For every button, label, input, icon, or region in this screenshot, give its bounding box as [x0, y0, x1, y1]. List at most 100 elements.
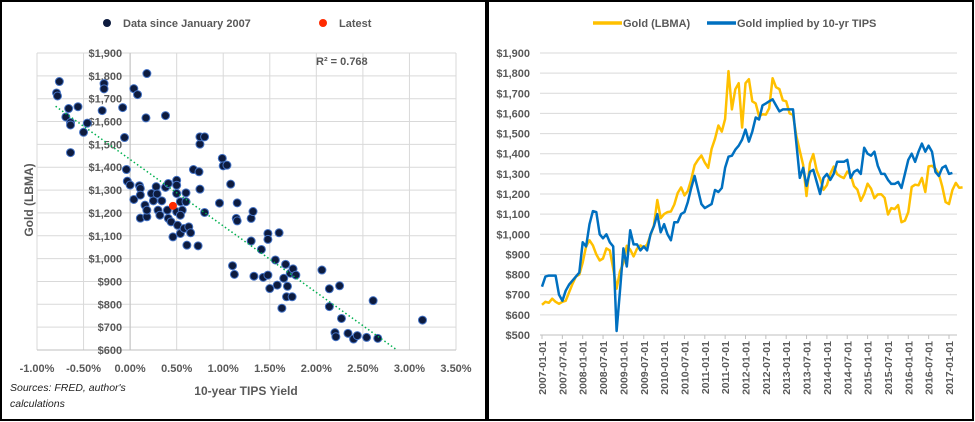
y-tick-label: $700 [506, 290, 530, 302]
legend-label-data: Data since January 2007 [123, 18, 251, 30]
data-point [129, 194, 139, 204]
x-tick-label: -1.00% [20, 363, 55, 375]
x-tick-label: 1.50% [254, 363, 285, 375]
y-tick-label: $1,400 [88, 162, 122, 174]
x-tick-label: 2013-01-01 [781, 341, 793, 395]
data-point [200, 132, 210, 142]
data-point [142, 205, 152, 215]
y-tick-label: $700 [98, 322, 122, 334]
data-point [287, 292, 297, 302]
data-point [335, 281, 345, 291]
y-tick-label: $1,500 [88, 139, 122, 151]
y-tick-label: $800 [506, 270, 530, 282]
x-tick-label: 2014-01-01 [822, 341, 834, 395]
data-point [256, 244, 266, 254]
trendline [55, 105, 398, 351]
y-tick-label: $900 [506, 249, 530, 261]
x-tick-label: 2009-01-01 [618, 341, 630, 395]
x-tick-label: 2010-07-01 [679, 341, 691, 395]
y-tick-label: $1,600 [88, 117, 122, 129]
data-point [263, 270, 273, 280]
data-point [336, 313, 346, 323]
data-point [270, 255, 280, 265]
data-point [272, 280, 282, 290]
x-tick-label: -0.50% [66, 363, 101, 375]
x-axis-title: 10-year TIPS Yield [194, 384, 297, 398]
data-point [193, 241, 203, 251]
data-point [82, 118, 92, 128]
data-point [186, 228, 196, 238]
y-tick-label: $1,000 [496, 229, 530, 241]
x-tick-label: 2.00% [301, 363, 332, 375]
x-tick-label: 2010-01-01 [659, 341, 671, 395]
x-tick-label: 3.00% [394, 363, 425, 375]
data-point [133, 90, 143, 100]
data-point [331, 332, 341, 342]
data-point [265, 284, 275, 294]
data-point [97, 106, 107, 116]
data-point [200, 207, 210, 217]
y-tick-label: $1,600 [496, 108, 530, 120]
y-axis-title: Gold (LBMA) [22, 163, 36, 236]
data-point [141, 113, 151, 123]
x-tick-label: 2011-07-01 [720, 341, 732, 394]
data-point [195, 139, 205, 149]
data-point [66, 120, 76, 130]
x-tick-label: 2012-07-01 [761, 341, 773, 395]
y-tick-label: $1,200 [496, 189, 530, 201]
latest-point [168, 201, 177, 210]
data-point [118, 103, 128, 113]
y-tick-label: $600 [98, 345, 122, 357]
x-tick-label: 2012-01-01 [741, 341, 753, 395]
y-tick-label: $600 [506, 310, 530, 322]
y-tick-label: $1,100 [496, 209, 530, 221]
data-point [229, 269, 239, 279]
data-point [194, 167, 204, 177]
data-point [368, 296, 378, 306]
y-tick-label: $1,700 [496, 88, 530, 100]
x-tick-label: 3.50% [440, 363, 471, 375]
x-tick-label: 1.00% [208, 363, 239, 375]
data-point [324, 284, 334, 294]
data-point [52, 91, 62, 101]
data-point [362, 332, 372, 342]
data-point [121, 165, 131, 175]
data-point [120, 133, 130, 143]
x-tick-label: 2007-01-01 [537, 341, 549, 395]
data-point [54, 77, 64, 87]
data-point [277, 303, 287, 313]
y-tick-label: $1,900 [88, 48, 122, 60]
x-tick-label: 2.50% [347, 363, 378, 375]
data-point [64, 104, 74, 114]
data-point [373, 333, 383, 343]
data-point [228, 261, 238, 271]
scatter-marks: $600 $700 $800 $900 $1,000 $1,100 $1,200 $1,300… [20, 48, 472, 375]
data-point [324, 302, 334, 312]
data-point [417, 315, 427, 325]
data-point [182, 240, 192, 250]
y-tick-label: $1,100 [88, 231, 122, 243]
data-point [195, 184, 205, 194]
x-tick-label: 2015-07-01 [883, 341, 895, 395]
data-point [99, 84, 109, 94]
data-point [163, 178, 173, 188]
y-tick-label: $1,300 [88, 185, 122, 197]
y-tick-label: $1,500 [496, 129, 530, 141]
data-point [352, 331, 362, 341]
data-point [343, 328, 353, 338]
legend-marker-latest [319, 19, 327, 27]
line-marks: $500 $600 $700 $800 $900 $1,000 $1,100 $1,200 $1… [496, 48, 963, 395]
data-point [246, 236, 256, 246]
data-point [317, 265, 327, 275]
data-point [79, 127, 89, 137]
data-point [232, 216, 242, 226]
x-tick-label: 0.50% [161, 363, 192, 375]
y-tick-label: $800 [98, 299, 122, 311]
data-point [125, 180, 135, 190]
y-tick-label: $1,800 [88, 71, 122, 83]
left-panel-border [0, 0, 487, 421]
data-point [281, 259, 291, 269]
y-tick-label: $1,800 [496, 68, 530, 80]
